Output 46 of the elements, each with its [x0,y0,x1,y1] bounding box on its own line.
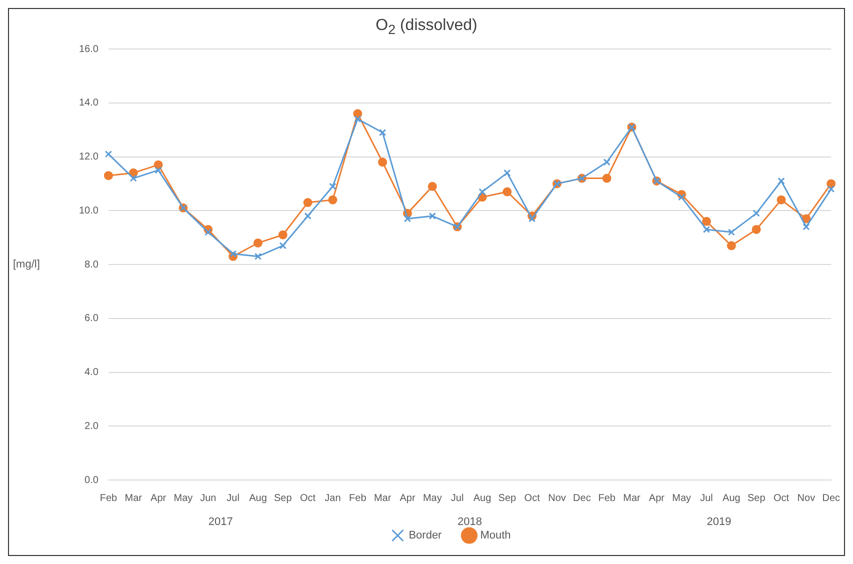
x-tick-label: Sep [274,492,292,504]
text: 2018 [458,516,482,528]
x-tick-label: Oct [300,492,316,504]
y-tick-label: 4.0 [84,367,99,378]
x-tick-label: Apr [400,492,416,504]
y-tick-label: 6.0 [84,313,99,324]
x-tick-label: Apr [150,492,167,504]
y-axis-title: [mg/l] [13,258,40,271]
y-tick-label: 12.0 [78,152,99,162]
x-tick-label: Aug [722,492,740,504]
x-tick-label: Jul [450,492,464,504]
x-tick-label: Sep [498,492,516,504]
x-tick-label: Sep [747,492,766,504]
x-tick-label: Aug [473,492,492,504]
x-tick-label: Dec [822,492,840,504]
x-tick-label: May [422,492,442,504]
y-tick-label: 16.0 [78,44,99,55]
x-tick-label: Jan [324,492,341,504]
x-tick-label: Apr [648,492,666,504]
x-tick-label: Oct [773,492,790,504]
x-tick-label: Dec [573,492,591,504]
x-tick-label: Mar [374,492,392,504]
x-tick-label: May [174,492,193,504]
y-tick-label: 0.0 [84,474,99,486]
x-tick-label: Mar [124,492,143,504]
chart-title: O$_{2}$ (dissolved) [374,17,478,38]
y-tick-label: 10.0 [78,205,99,216]
x-tick-label: Jul [700,492,713,504]
legend-label: Border [408,530,442,542]
x-tick-label: Feb [349,492,367,504]
x-tick-label: Jun [200,492,216,504]
x-tick-label: Mar [623,492,642,504]
x-tick-label: Feb [100,492,118,504]
x-tick-label: Nov [797,492,816,504]
x-tick-label: Aug [249,492,267,504]
x-tick-label: Nov [548,492,566,504]
x-tick-label: Oct [524,492,540,504]
y-tick-label: 8.0 [84,259,99,270]
text: 2019 [706,516,732,528]
x-tick-label: Jul [226,492,240,504]
x-tick-label: May [672,492,692,504]
x-tick-label: Feb [598,492,616,504]
text: 2017 [208,516,233,528]
y-tick-label: 14.0 [78,98,99,109]
y-tick-label: 2.0 [84,420,99,432]
legend-label: Mouth [480,530,511,542]
